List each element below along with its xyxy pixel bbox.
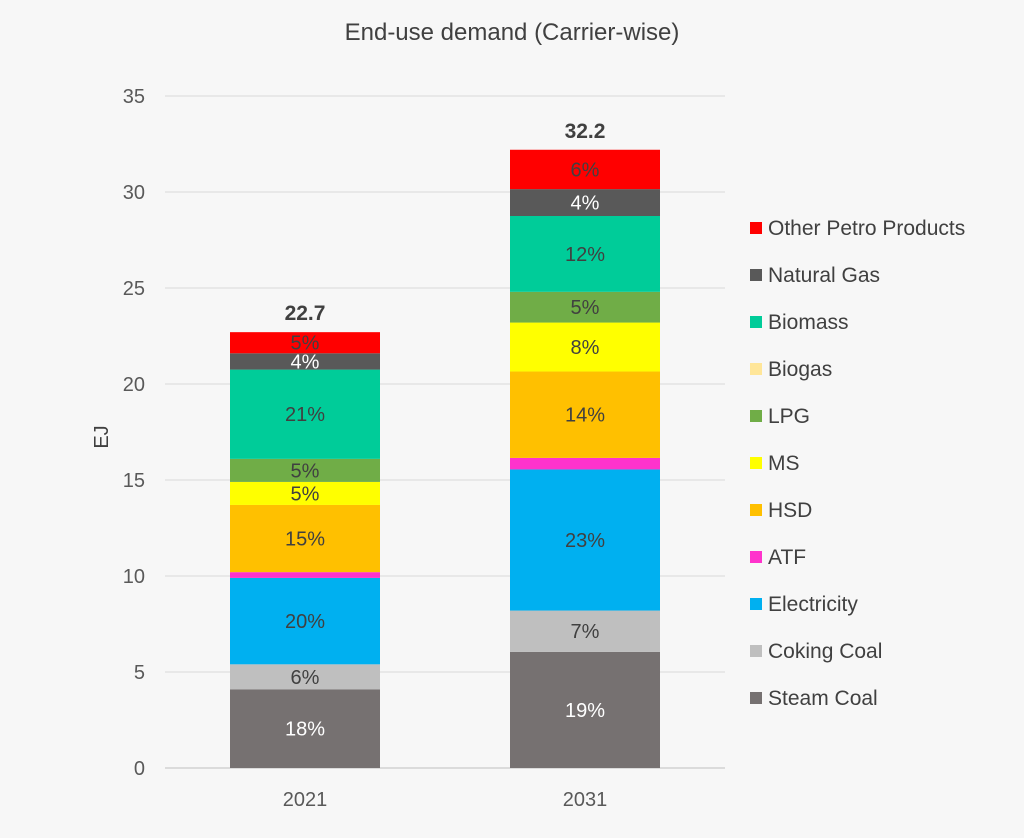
chart-title: End-use demand (Carrier-wise) bbox=[345, 19, 680, 46]
segment-data-label: 8% bbox=[571, 337, 600, 359]
bar-segment bbox=[230, 664, 380, 690]
y-tick-label: 20 bbox=[123, 374, 145, 396]
segment-data-label: 6% bbox=[291, 667, 320, 689]
y-tick-label: 30 bbox=[123, 182, 145, 204]
legend-entry: Electricity bbox=[768, 593, 858, 616]
legend-swatch bbox=[750, 410, 762, 422]
y-tick-label: 10 bbox=[123, 566, 145, 588]
bar-total-label: 32.2 bbox=[565, 120, 606, 143]
segment-data-label: 7% bbox=[571, 621, 600, 643]
y-tick-label: 25 bbox=[123, 278, 145, 300]
segment-data-label: 12% bbox=[565, 244, 605, 266]
bar-segment bbox=[510, 457, 660, 470]
bar-segment bbox=[510, 291, 660, 323]
segment-data-label: 14% bbox=[565, 405, 605, 427]
bar-segment bbox=[230, 332, 380, 354]
y-tick-label: 5 bbox=[134, 662, 145, 684]
y-axis-ticks: 0 5 10 15 20 25 30 35 bbox=[123, 86, 145, 780]
legend-entry: MS bbox=[768, 452, 800, 475]
legend-entry: Natural Gas bbox=[768, 264, 880, 287]
segment-data-label: 15% bbox=[285, 529, 325, 551]
y-axis-title: EJ bbox=[91, 425, 113, 448]
bar-segment bbox=[230, 572, 380, 578]
bar-segment bbox=[230, 458, 380, 482]
bar-segment bbox=[510, 610, 660, 652]
legend-entry: Coking Coal bbox=[768, 640, 882, 663]
segment-data-label: 20% bbox=[285, 611, 325, 633]
y-tick-label: 0 bbox=[134, 758, 145, 780]
x-tick-label: 2031 bbox=[563, 789, 608, 811]
bar-segment bbox=[230, 689, 380, 768]
legend-entry: Steam Coal bbox=[768, 687, 878, 710]
legend-swatch bbox=[750, 598, 762, 610]
bar-segment bbox=[510, 322, 660, 372]
legend-swatch bbox=[750, 692, 762, 704]
x-tick-label: 2021 bbox=[283, 789, 328, 811]
segment-data-label: 19% bbox=[565, 700, 605, 722]
bar-segment bbox=[510, 189, 660, 216]
bar-segment bbox=[510, 149, 660, 190]
y-tick-label: 35 bbox=[123, 86, 145, 108]
legend-entry: Other Petro Products bbox=[768, 217, 965, 240]
segment-data-label: 5% bbox=[291, 460, 320, 482]
bar-total-label: 22.7 bbox=[285, 302, 326, 325]
legend-swatch bbox=[750, 457, 762, 469]
x-axis-ticks: 2021 2031 bbox=[283, 789, 608, 811]
legend-swatch bbox=[750, 269, 762, 281]
bar-segment bbox=[510, 469, 660, 611]
bar-segment bbox=[510, 651, 660, 768]
legend-swatch bbox=[750, 504, 762, 516]
bar-segment bbox=[230, 353, 380, 370]
segment-data-label: 5% bbox=[291, 333, 320, 355]
bar-segment bbox=[510, 371, 660, 458]
segment-data-label: 18% bbox=[285, 719, 325, 741]
bar-segment bbox=[230, 369, 380, 459]
segment-data-label: 4% bbox=[571, 193, 600, 215]
legend-entry: Biomass bbox=[768, 311, 849, 334]
legend-swatch bbox=[750, 222, 762, 234]
y-tick-label: 15 bbox=[123, 470, 145, 492]
legend-swatch bbox=[750, 363, 762, 375]
segment-data-label: 5% bbox=[291, 483, 320, 505]
legend-swatch bbox=[750, 316, 762, 328]
legend-entry: Biogas bbox=[768, 358, 832, 381]
legend-entry: ATF bbox=[768, 546, 806, 569]
bar-segment bbox=[230, 481, 380, 505]
segment-data-label: 23% bbox=[565, 530, 605, 552]
bar-segment bbox=[230, 577, 380, 665]
legend: Other Petro Products Natural Gas Biomass Bi… bbox=[750, 217, 965, 710]
bar-segment bbox=[230, 504, 380, 573]
legend-entry: LPG bbox=[768, 405, 810, 428]
legend-swatch bbox=[750, 645, 762, 657]
segment-data-label: 21% bbox=[285, 404, 325, 426]
segment-data-label: 6% bbox=[571, 159, 600, 181]
segment-data-label: 4% bbox=[291, 351, 320, 373]
legend-swatch bbox=[750, 551, 762, 563]
segment-data-label: 5% bbox=[571, 297, 600, 319]
bar-segment bbox=[510, 216, 660, 292]
bars: 18%6%20%15%5%5%21%4%5%22.719%7%23%14%8%5… bbox=[230, 120, 660, 768]
legend-entry: HSD bbox=[768, 499, 812, 522]
